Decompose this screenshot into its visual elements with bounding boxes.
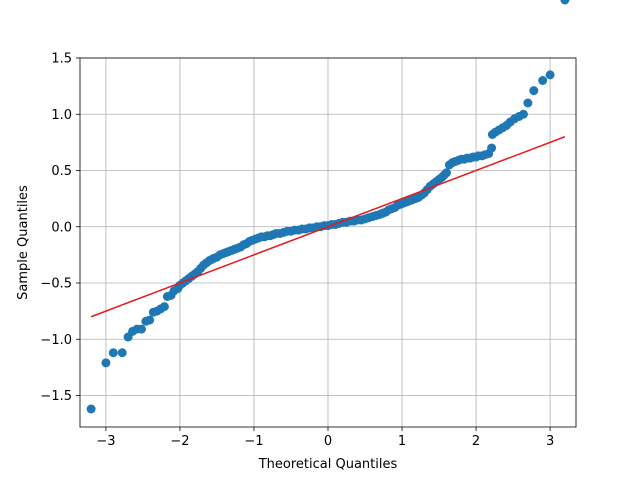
x-tick-label: 0 xyxy=(324,434,332,449)
data-point xyxy=(441,168,451,178)
grid xyxy=(80,57,576,427)
data-point xyxy=(159,302,169,312)
x-axis-ticks: −3 −2 −1 0 1 2 3 xyxy=(96,427,554,449)
data-point xyxy=(145,315,155,325)
x-tick-label: −3 xyxy=(96,434,115,449)
data-point xyxy=(487,143,497,153)
y-axis-label: Sample Quantiles xyxy=(16,185,31,300)
data-point xyxy=(560,0,570,5)
data-point xyxy=(518,109,528,119)
x-tick-label: 3 xyxy=(546,434,554,449)
data-point xyxy=(86,404,96,414)
y-tick-label: −1.0 xyxy=(40,333,72,348)
x-tick-label: −2 xyxy=(170,434,189,449)
data-point xyxy=(529,86,539,96)
x-axis-label: Theoretical Quantiles xyxy=(258,457,398,472)
data-point xyxy=(538,76,548,85)
y-tick-label: 1.0 xyxy=(51,108,72,123)
x-tick-label: 1 xyxy=(398,434,406,449)
sample-points xyxy=(86,0,570,414)
y-tick-label: −1.5 xyxy=(40,389,72,404)
y-tick-label: −0.5 xyxy=(40,277,72,292)
data-point xyxy=(523,98,533,108)
x-tick-label: −1 xyxy=(244,434,263,449)
y-axis-ticks: −1.5 −1.0 −0.5 0.0 0.5 1.0 1.5 xyxy=(40,52,80,404)
data-point xyxy=(136,324,146,334)
data-point xyxy=(117,348,127,358)
reference-line xyxy=(90,136,566,318)
data-point xyxy=(545,70,555,80)
y-tick-label: 0.0 xyxy=(51,220,72,235)
x-tick-label: 2 xyxy=(472,434,480,449)
y-tick-label: 1.5 xyxy=(51,52,72,67)
data-point xyxy=(108,348,118,358)
data-point xyxy=(101,358,111,368)
y-tick-label: 0.5 xyxy=(51,164,72,179)
